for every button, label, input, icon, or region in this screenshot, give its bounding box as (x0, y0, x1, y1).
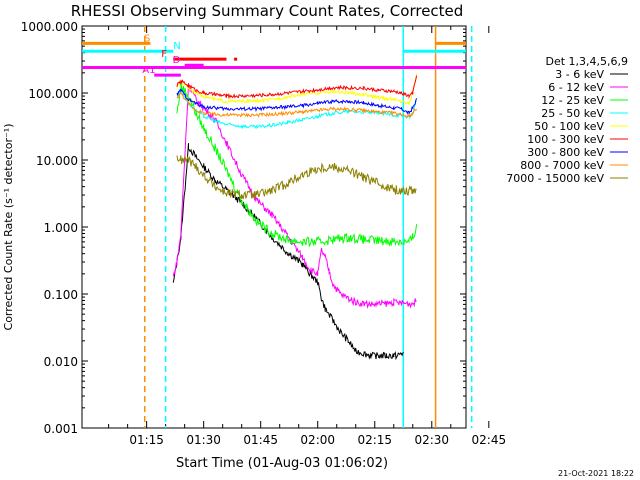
x-tick-label: 02:45 (472, 433, 507, 447)
chart-title: RHESSI Observing Summary Count Rates, Co… (71, 2, 464, 20)
y-tick-label: 100.000 (28, 87, 78, 101)
x-tick-label: 02:00 (300, 433, 335, 447)
x-axis: 01:15 01:30 01:45 02:00 02:15 02:30 02:45 (108, 26, 507, 447)
x-tick-label: 02:15 (357, 433, 392, 447)
y-tick-label: 0.001 (44, 422, 78, 436)
flag-label: D (173, 55, 181, 66)
flag-label: S (144, 33, 150, 44)
y-tick-label: 10.000 (36, 154, 78, 168)
legend-label: 300 - 800 keV (527, 146, 604, 159)
series-line (176, 89, 417, 130)
legend-label: 3 - 6 keV (555, 68, 604, 81)
legend-title: Det 1,3,4,5,6,9 (545, 55, 628, 68)
y-axis-label: Corrected Count Rate (s⁻¹ detector⁻¹) (2, 124, 15, 331)
series-line (176, 81, 418, 248)
y-axis: 1000.000 100.000 10.000 1.000 0.100 0.010 0.00… (21, 20, 466, 436)
series-line (172, 143, 404, 361)
legend-label: 25 - 50 keV (541, 107, 604, 120)
plot-area (81, 25, 467, 429)
flag-label: F (161, 49, 167, 60)
y-tick-label: 1000.000 (21, 20, 78, 34)
y-tick-label: 0.100 (44, 288, 78, 302)
series-line (176, 88, 418, 115)
series-lines (172, 73, 418, 361)
legend-label: 12 - 25 keV (541, 94, 604, 107)
x-tick-label: 01:15 (129, 433, 164, 447)
legend-label: 7000 - 15000 keV (506, 172, 604, 185)
flag-bars: S NFD A1 (82, 33, 466, 77)
legend-label: 50 - 100 keV (534, 120, 604, 133)
legend-label: 100 - 300 keV (527, 133, 604, 146)
y-tick-label: 0.010 (44, 355, 78, 369)
x-tick-label: 01:45 (243, 433, 278, 447)
x-tick-label: 02:30 (414, 433, 449, 447)
series-line (176, 91, 418, 118)
y-tick-label: 1.000 (44, 221, 78, 235)
plot-frame (81, 25, 467, 429)
series-line (172, 82, 417, 309)
x-axis-label: Start Time (01-Aug-03 01:06:02) (176, 456, 388, 471)
flag-label: N (173, 41, 180, 52)
series-line (176, 155, 417, 200)
footer-timestamp: 21-Oct-2021 18:22 (558, 469, 634, 478)
legend-label: 800 - 7000 keV (520, 159, 604, 172)
series-line (176, 73, 418, 105)
vertical-markers (143, 26, 473, 428)
x-tick-label: 01:30 (186, 433, 221, 447)
series-line (176, 75, 418, 100)
flag-label: A1 (142, 65, 155, 76)
legend-label: 6 - 12 keV (548, 81, 604, 94)
